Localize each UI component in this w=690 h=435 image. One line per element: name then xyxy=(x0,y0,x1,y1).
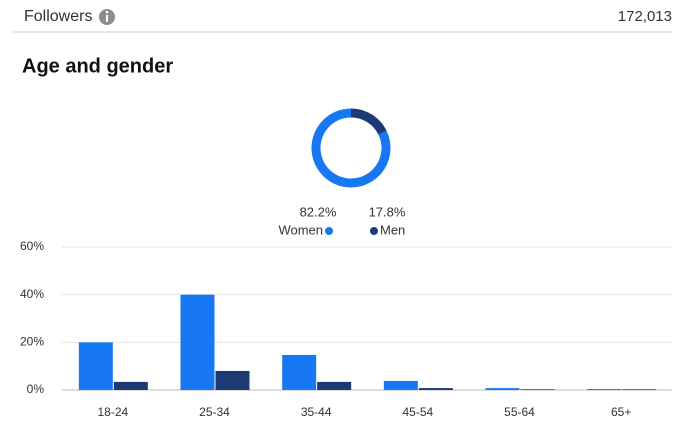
bar xyxy=(418,388,453,390)
legend-label: Men xyxy=(380,222,405,237)
x-tick-label: 25-34 xyxy=(199,405,230,419)
y-tick-label: 60% xyxy=(20,239,44,253)
bar xyxy=(587,389,622,390)
bar xyxy=(78,342,113,390)
x-tick-label: 45-54 xyxy=(402,405,433,419)
bar xyxy=(215,370,250,390)
donut-segment xyxy=(350,108,387,135)
bar xyxy=(317,381,352,390)
bar xyxy=(113,381,148,390)
donut-segment xyxy=(311,108,391,188)
bar xyxy=(383,380,418,390)
x-tick-label: 18-24 xyxy=(97,405,128,419)
followers-value: 172,013 xyxy=(618,8,672,25)
donut-value-label: 82.2% xyxy=(300,204,337,219)
bar xyxy=(622,389,657,390)
x-tick-label: 65+ xyxy=(611,405,631,419)
y-tick-label: 40% xyxy=(20,287,44,301)
donut-value-label: 17.8% xyxy=(369,204,406,219)
y-tick-label: 20% xyxy=(20,335,44,349)
y-tick-label: 0% xyxy=(27,382,45,396)
followers-label: Followers xyxy=(24,8,92,25)
legend-dot xyxy=(370,227,378,235)
bar xyxy=(520,389,555,390)
legend-label: Women xyxy=(278,222,323,237)
section-title: Age and gender xyxy=(22,55,173,77)
bar xyxy=(282,354,317,390)
x-tick-label: 35-44 xyxy=(301,405,332,419)
info-icon[interactable] xyxy=(99,9,115,25)
bar xyxy=(485,388,520,390)
bar xyxy=(180,294,215,390)
x-tick-label: 55-64 xyxy=(504,405,535,419)
legend-dot xyxy=(325,227,333,235)
